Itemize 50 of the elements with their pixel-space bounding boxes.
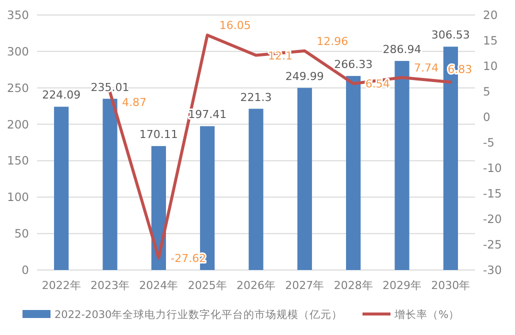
x-tick-label: 2023年 — [90, 279, 130, 292]
y2-tick-label: 0 — [483, 110, 490, 124]
x-tick-label: 2026年 — [236, 279, 276, 292]
legend-label: 增长率（%） — [394, 308, 460, 321]
data-label: 7.74 — [414, 62, 438, 75]
y2-tick-label: -15 — [483, 186, 502, 200]
bar — [102, 98, 118, 270]
data-label: 306.53 — [431, 28, 470, 42]
bar — [346, 76, 361, 270]
x-tick-label: 2027年 — [285, 279, 324, 292]
y2-tick-label: -25 — [483, 238, 502, 252]
y2-tick-label: 5 — [483, 84, 490, 98]
data-label: 170.11 — [139, 128, 178, 142]
data-label: 249.99 — [285, 70, 324, 83]
y2-tick-label: 10 — [483, 59, 498, 73]
data-label: 4.87 — [122, 96, 146, 110]
x-tick-label: 2025年 — [188, 279, 227, 292]
bar — [54, 106, 69, 270]
legend-label: 2022-2030年全球电力行业数字化平台的市场规模（亿元） — [54, 308, 343, 321]
data-label: 235.01 — [90, 80, 130, 94]
bar — [297, 88, 312, 270]
bar — [394, 60, 410, 270]
x-tick-label: 2029年 — [382, 279, 422, 292]
y-tick-label: 250 — [7, 80, 29, 95]
x-tick-label: 2028年 — [334, 279, 373, 292]
y-tick-label: 350 — [7, 8, 29, 22]
y-tick-label: 100 — [7, 190, 29, 204]
y2-tick-label: -5 — [483, 136, 494, 150]
bar — [248, 108, 264, 270]
y-tick-label: 50 — [14, 226, 29, 241]
bar — [151, 146, 166, 270]
y2-tick-label: -20 — [483, 212, 502, 226]
data-label: 224.09 — [42, 88, 81, 102]
data-label: 266.33 — [334, 58, 373, 71]
y-tick-label: 0 — [22, 263, 29, 277]
data-label: 12.96 — [316, 34, 348, 48]
y2-tick-label: 15 — [483, 34, 498, 48]
y2-tick-label: 20 — [483, 8, 498, 22]
x-tick-label: 2030年 — [431, 279, 470, 292]
y2-tick-label: -30 — [483, 263, 502, 277]
y2-tick-label: -10 — [483, 161, 502, 175]
y-tick-label: 150 — [7, 154, 29, 168]
y-tick-label: 300 — [7, 44, 29, 58]
y-tick-label: 200 — [7, 117, 29, 132]
x-tick-label: 2022年 — [42, 279, 81, 292]
x-tick-label: 2024年 — [139, 279, 178, 292]
data-label: 221.3 — [240, 90, 272, 104]
data-label: 6.54 — [365, 78, 390, 91]
data-label: 16.05 — [219, 19, 251, 32]
data-label: 286.94 — [382, 42, 422, 56]
